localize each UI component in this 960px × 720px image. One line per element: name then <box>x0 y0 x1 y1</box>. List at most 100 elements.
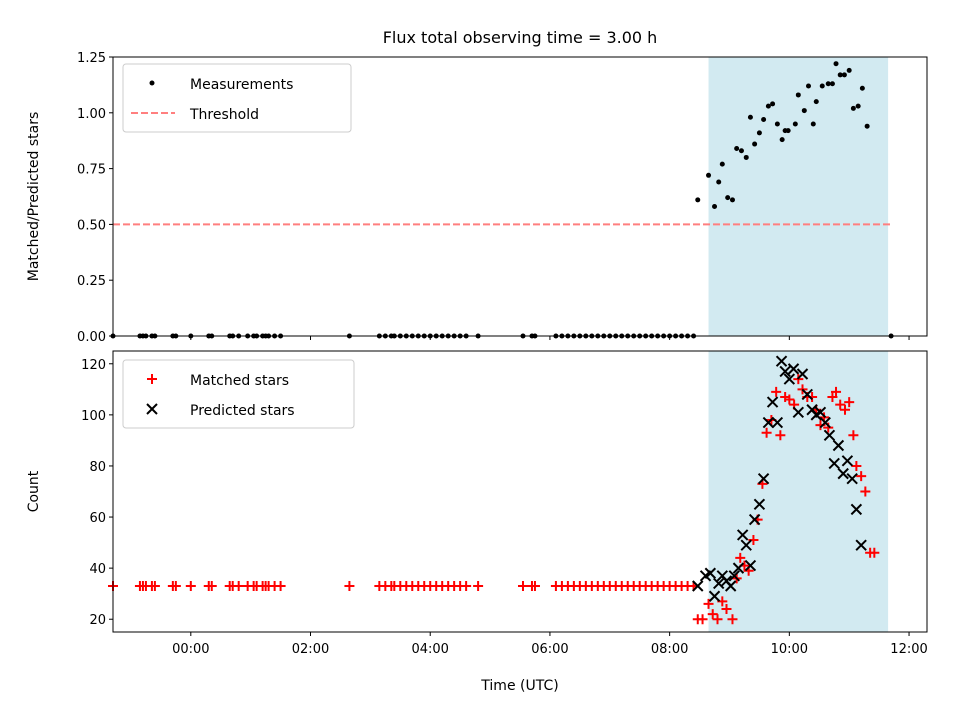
bottom-axes-frame <box>112 350 928 633</box>
predicted-star-point <box>708 590 721 602</box>
predicted-star-point <box>766 396 779 408</box>
legend-matched-marker <box>147 374 157 384</box>
matched-star-point <box>170 581 181 592</box>
matched-star-point <box>707 609 718 620</box>
matched-star-point <box>851 460 862 471</box>
matched-star-point <box>775 430 786 441</box>
matched-star-point <box>344 581 355 592</box>
x-tick-label: 12:00 <box>890 642 927 657</box>
matched-star-point <box>840 404 851 415</box>
matched-star-point <box>869 547 880 558</box>
measurement-point <box>819 83 825 89</box>
y-tick-label: 80 <box>89 460 106 475</box>
predicted-star-point <box>692 580 704 592</box>
predicted-star-point <box>846 473 858 485</box>
measurement-point <box>752 141 758 147</box>
matched-star-point <box>735 552 746 563</box>
matched-star-point <box>517 581 528 592</box>
y-tick-label: 40 <box>89 562 106 577</box>
matched-star-point <box>185 581 196 592</box>
top-axes-frame <box>112 56 928 337</box>
matched-star-point <box>848 430 859 441</box>
predicted-star-point <box>748 513 761 526</box>
predicted-star-point <box>841 455 854 467</box>
predicted-star-point <box>779 365 791 378</box>
measurement-point <box>855 103 861 109</box>
measurement-point <box>785 128 791 134</box>
predicted-star-point <box>775 355 788 367</box>
y-tick-label: 1.25 <box>77 51 106 66</box>
bottom-observing-window-shade <box>708 351 889 632</box>
measurement-point <box>825 81 831 87</box>
predicted-star-point <box>753 498 766 510</box>
top-x-ticks <box>190 336 910 340</box>
predicted-star-point <box>814 406 827 419</box>
predicted-star-point <box>757 473 770 485</box>
matched-star-point <box>149 581 160 592</box>
matched-star-point <box>771 386 782 397</box>
legend-measurements-marker <box>149 80 155 86</box>
predicted-star-point <box>736 529 749 541</box>
measurement-point <box>770 101 776 107</box>
chart-title: Flux total observing time = 3.00 h <box>383 28 658 47</box>
matched-star-point <box>473 581 484 592</box>
matched-star-point <box>784 394 795 405</box>
predicted-star-point <box>855 539 867 551</box>
y-tick-label: 100 <box>81 409 106 424</box>
measurement-point <box>716 179 722 185</box>
measurement-point <box>738 148 744 154</box>
top-y-ticks: 0.00 0.25 0.50 0.75 1.00 1.25 <box>77 51 113 345</box>
bottom-x-ticks: 00:00 02:00 04:00 06:00 08:00 10:00 12:00 <box>172 632 928 657</box>
predicted-star-point <box>771 416 784 429</box>
legend-measurements-label: Measurements <box>190 77 293 93</box>
measurement-point <box>729 197 735 203</box>
predicted-star-point <box>713 577 725 590</box>
measurement-point <box>779 137 785 143</box>
y-tick-label: 1.00 <box>77 107 106 122</box>
y-tick-label: 20 <box>89 613 106 628</box>
measurement-point <box>864 123 870 129</box>
matched-star-point <box>831 386 842 397</box>
measurement-point <box>795 92 801 98</box>
matched-star-point <box>827 391 838 402</box>
predicted-star-point <box>787 363 800 375</box>
measurement-point <box>712 204 718 210</box>
measurement-point <box>695 197 701 203</box>
legend-predicted-label: Predicted stars <box>190 403 295 419</box>
measurement-point <box>805 83 811 89</box>
measurement-point <box>813 99 819 105</box>
x-tick-label: 00:00 <box>172 642 209 657</box>
predicted-star-point <box>819 416 831 429</box>
y-tick-label: 60 <box>89 511 106 526</box>
bottom-panel: 20 40 60 80 100 120 00:00 02:00 04:00 06:00 08:00… <box>26 350 928 694</box>
measurement-point <box>846 67 852 73</box>
predicted-star-point <box>792 406 805 419</box>
predicted-star-point <box>732 562 745 574</box>
bottom-y-ticks: 20 40 60 80 100 120 <box>81 358 113 628</box>
measurement-point <box>747 114 753 120</box>
measurement-point <box>743 154 749 160</box>
predicted-star-point <box>837 467 849 480</box>
x-tick-label: 10:00 <box>771 642 808 657</box>
measurement-point <box>761 116 767 122</box>
matched-star-point <box>697 614 708 625</box>
matched-star-point <box>856 471 867 482</box>
measurement-point <box>833 61 839 67</box>
y-tick-label: 0.00 <box>77 330 106 345</box>
matched-star-point <box>529 581 540 592</box>
predicted-star-point <box>823 429 836 442</box>
matched-star-point <box>233 581 244 592</box>
matched-star-point <box>206 581 217 592</box>
matched-star-point <box>761 427 772 438</box>
matched-star-point <box>703 598 714 609</box>
x-tick-label: 08:00 <box>651 642 688 657</box>
measurement-point <box>841 72 847 78</box>
predicted-star-point <box>828 457 840 470</box>
matched-star-point <box>275 581 286 592</box>
y-tick-label: 0.25 <box>77 274 106 289</box>
matched-star-point <box>712 614 723 625</box>
measurement-point <box>859 85 865 91</box>
top-panel: 0.00 0.25 0.50 0.75 1.00 1.25 Matched/Predict… <box>26 51 928 345</box>
x-tick-label: 06:00 <box>531 642 568 657</box>
bottom-legend: Matched stars Predicted stars <box>122 359 355 429</box>
